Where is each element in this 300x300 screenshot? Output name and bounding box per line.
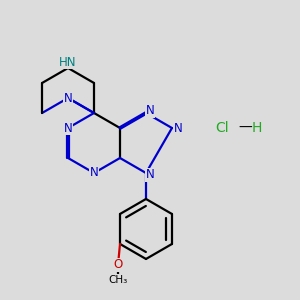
Text: N: N <box>174 122 182 134</box>
Text: N: N <box>64 122 72 134</box>
Text: CH₃: CH₃ <box>108 275 128 285</box>
Text: HN: HN <box>59 56 77 68</box>
Text: N: N <box>90 167 98 179</box>
Text: —: — <box>238 121 252 135</box>
Text: H: H <box>252 121 262 135</box>
Text: N: N <box>146 104 154 118</box>
Text: Cl: Cl <box>215 121 229 135</box>
Text: N: N <box>64 92 72 104</box>
Text: N: N <box>146 169 154 182</box>
Text: O: O <box>113 259 123 272</box>
